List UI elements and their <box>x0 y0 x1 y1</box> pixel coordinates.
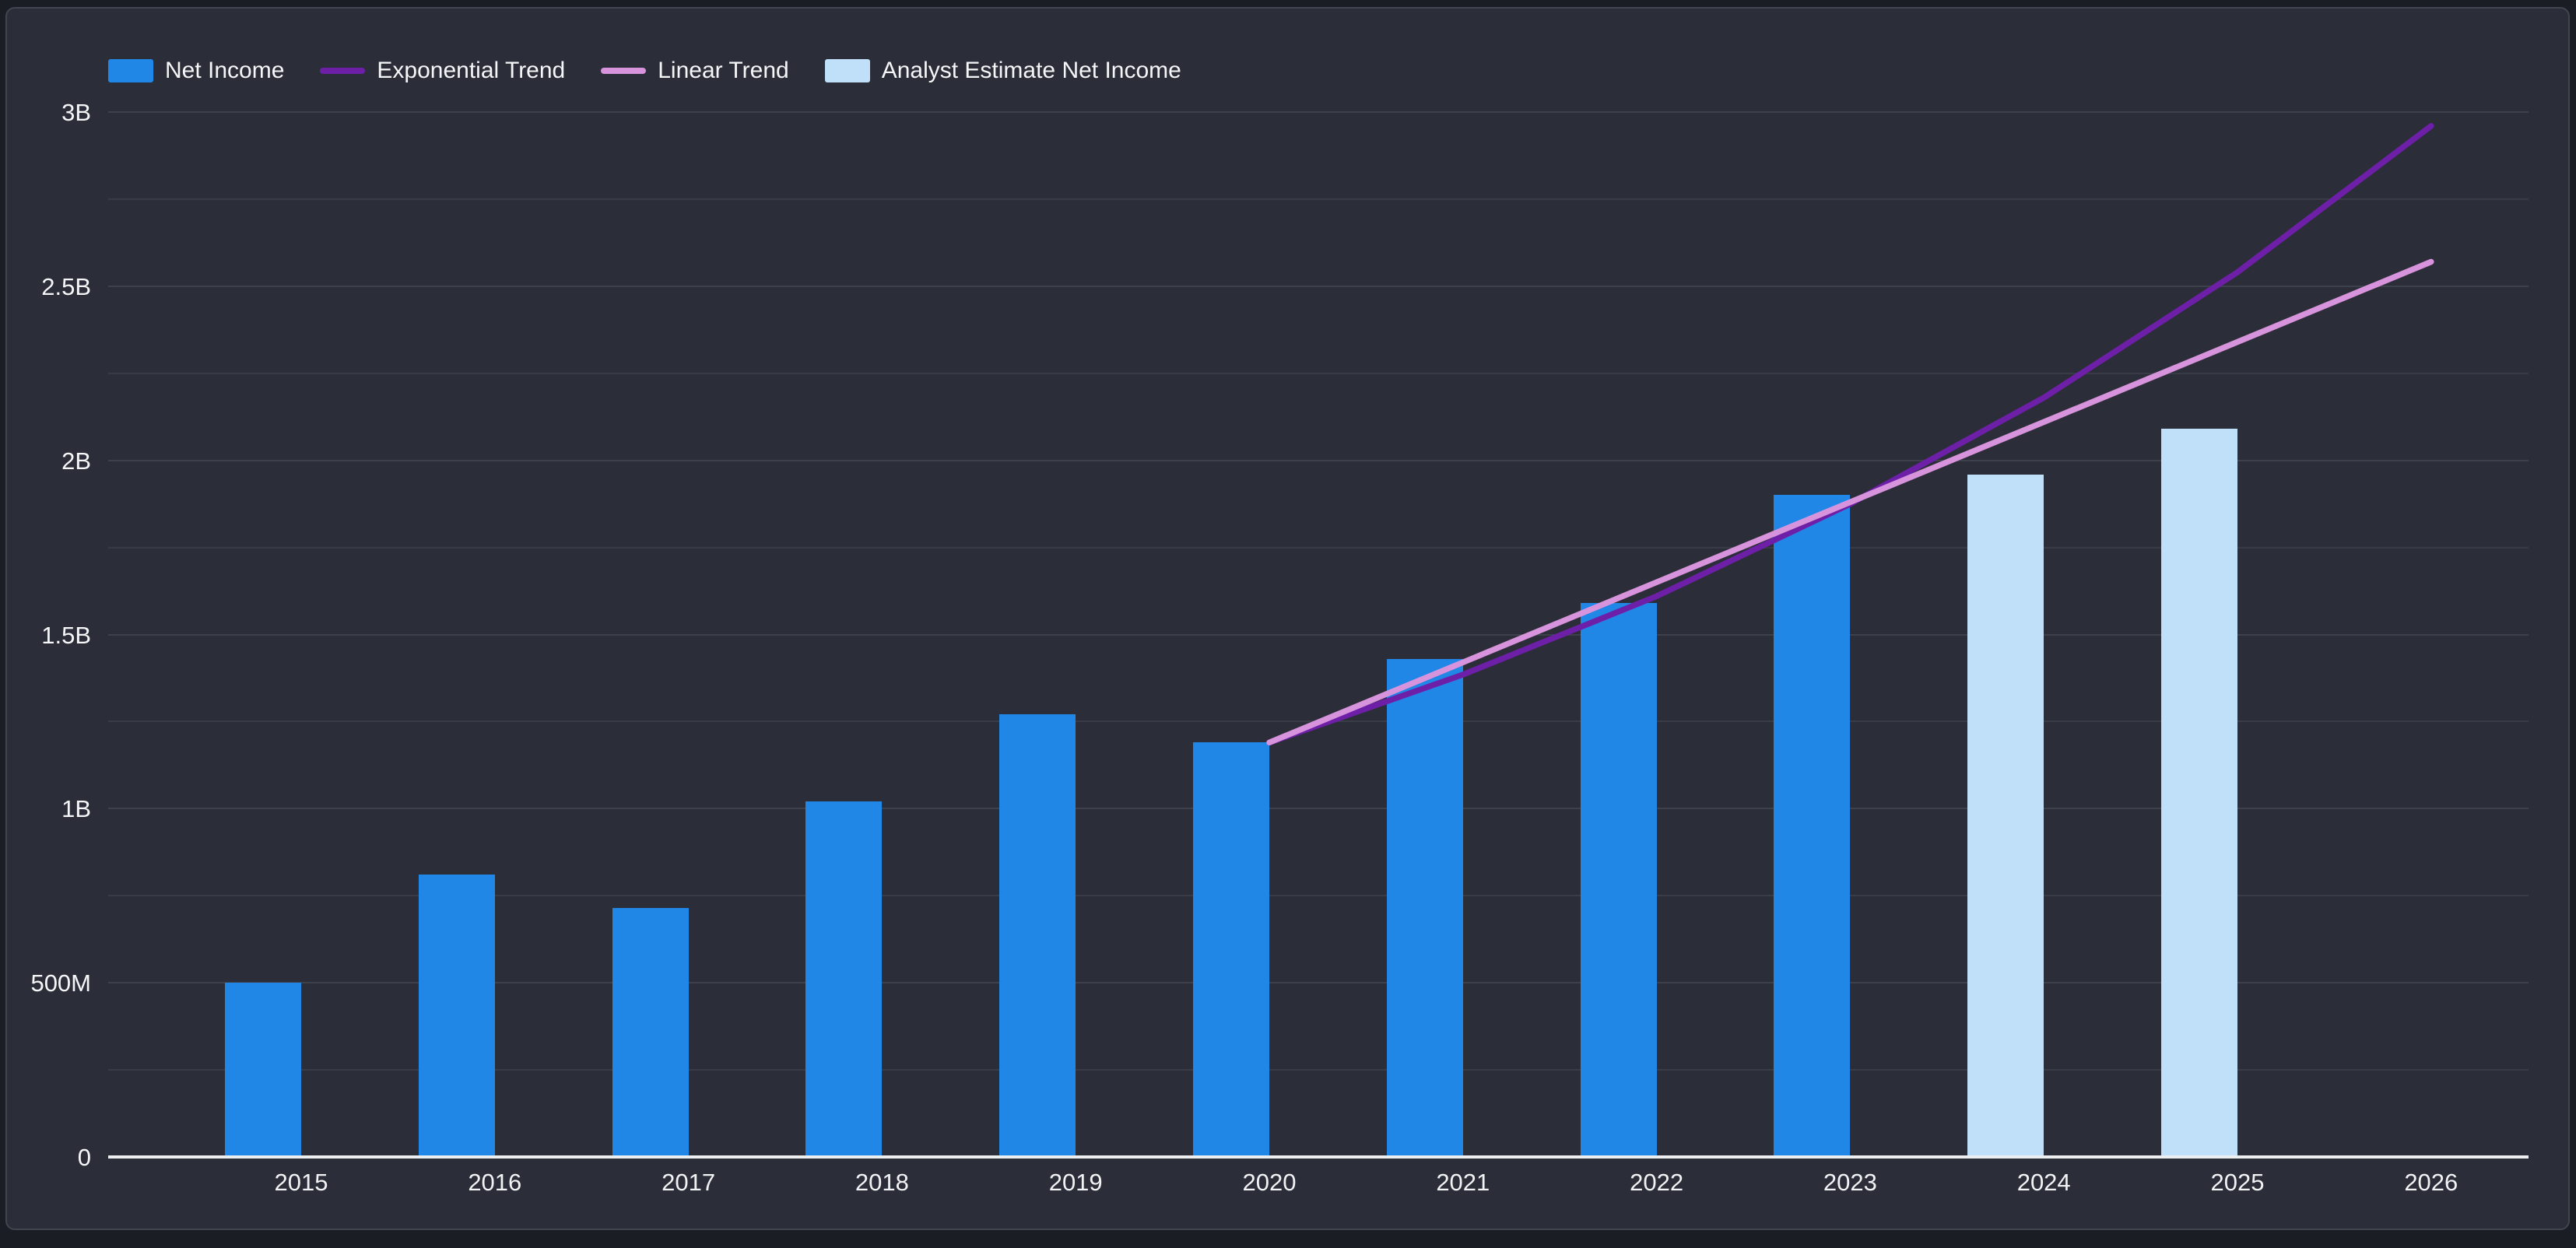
chart-legend: Net Income Exponential Trend Linear Trend A… <box>108 58 1181 84</box>
x-tick-label-2026: 2026 <box>2404 1169 2458 1196</box>
gridline-3000m <box>108 111 2529 113</box>
net-income-bar-2020[interactable] <box>1193 742 1269 1157</box>
x-tick-label-2025: 2025 <box>2210 1169 2265 1196</box>
legend-item-net-income[interactable]: Net Income <box>108 58 284 84</box>
net-income-bar-2021[interactable] <box>1386 658 1463 1157</box>
x-tick-label-2019: 2019 <box>1048 1169 1103 1196</box>
gridline-750m <box>108 895 2529 897</box>
x-tick-label-2020: 2020 <box>1242 1169 1297 1196</box>
analyst-estimate-net-income-bar-2024[interactable] <box>1967 474 2044 1157</box>
chart-panel: Net Income Exponential Trend Linear Trend A… <box>5 7 2570 1230</box>
trend-lines-overlay <box>1266 123 2434 746</box>
legend-label: Analyst Estimate Net Income <box>881 58 1181 83</box>
gridline-500m <box>108 982 2529 984</box>
x-tick-label-2015: 2015 <box>274 1169 328 1196</box>
x-tick-label-2024: 2024 <box>2016 1169 2071 1196</box>
x-tick-label-2022: 2022 <box>1630 1169 1684 1196</box>
linear-trend-swatch-icon <box>601 68 647 74</box>
net-income-bar-2022[interactable] <box>1580 603 1657 1157</box>
legend-label: Exponential Trend <box>377 58 566 83</box>
gridline-1500m <box>108 633 2529 636</box>
y-tick-label-500m: 500M <box>30 969 91 997</box>
legend-label: Net Income <box>165 58 285 83</box>
exponential-trend-swatch-icon <box>320 68 366 74</box>
x-tick-label-2021: 2021 <box>1436 1169 1490 1196</box>
gridline-1000m <box>108 808 2529 810</box>
exponential-trend-line[interactable] <box>1266 123 2434 746</box>
plot-area <box>108 111 2529 1159</box>
x-tick-label-2018: 2018 <box>855 1169 909 1196</box>
legend-item-exponential-trend[interactable]: Exponential Trend <box>320 58 565 84</box>
gridline-2750m <box>108 198 2529 200</box>
x-tick-label-2023: 2023 <box>1823 1169 1877 1196</box>
net-income-bar-2017[interactable] <box>612 907 689 1157</box>
net-income-bar-2019[interactable] <box>999 714 1076 1157</box>
y-tick-label-2b: 2B <box>61 447 91 475</box>
linear-trend-line[interactable] <box>1266 258 2434 746</box>
net-income-bar-2018[interactable] <box>805 801 883 1157</box>
net-income-swatch-icon <box>108 59 153 82</box>
legend-item-linear-trend[interactable]: Linear Trend <box>601 58 789 84</box>
gridline-2250m <box>108 372 2529 374</box>
net-income-bar-2015[interactable] <box>225 983 301 1157</box>
y-tick-label-3b: 3B <box>61 99 91 126</box>
gridline-1750m <box>108 546 2529 549</box>
analyst-estimate-net-income-swatch-icon <box>824 59 870 82</box>
x-tick-label-2016: 2016 <box>468 1169 522 1196</box>
y-tick-label-1b: 1B <box>61 795 91 823</box>
gridline-2000m <box>108 459 2529 461</box>
gridline-2500m <box>108 285 2529 287</box>
legend-item-analyst-estimate-net-income[interactable]: Analyst Estimate Net Income <box>824 58 1181 84</box>
net-income-bar-2016[interactable] <box>418 875 495 1157</box>
x-tick-label-2017: 2017 <box>662 1169 716 1196</box>
y-tick-label-1-5b: 1.5B <box>41 621 91 649</box>
gridline-250m <box>108 1069 2529 1071</box>
analyst-estimate-net-income-bar-2025[interactable] <box>2161 429 2237 1157</box>
y-tick-label-2-5b: 2.5B <box>41 272 91 300</box>
legend-label: Linear Trend <box>658 58 789 83</box>
x-axis-baseline <box>108 1155 2529 1159</box>
net-income-bar-2023[interactable] <box>1774 495 1851 1157</box>
y-tick-label-0: 0 <box>77 1144 91 1171</box>
